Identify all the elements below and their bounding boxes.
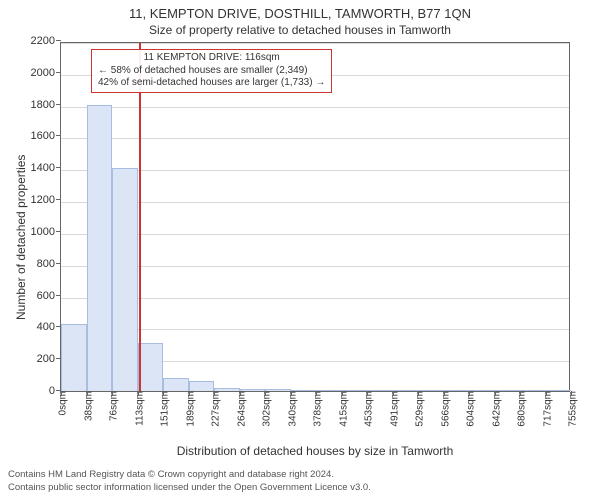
chart-container: 11, KEMPTON DRIVE, DOSTHILL, TAMWORTH, B… [0,0,600,500]
x-tick-mark [546,391,547,396]
gridline [61,107,569,108]
x-tick-label: 604sqm [462,391,477,427]
x-tick-mark [316,391,317,396]
x-tick-label: 680sqm [513,391,528,427]
y-tick-mark [56,167,61,168]
x-tick-mark [444,391,445,396]
y-tick-label: 2200 [31,35,61,47]
y-tick-label: 1200 [31,194,61,206]
x-tick-label: 717sqm [538,391,553,427]
histogram-bar [163,378,189,391]
annotation-line: 11 KEMPTON DRIVE: 116sqm [98,52,325,65]
y-tick-label: 600 [37,290,61,302]
x-tick-mark [571,391,572,396]
x-tick-label: 491sqm [385,391,400,427]
y-tick-mark [56,104,61,105]
y-tick-label: 200 [37,353,61,365]
x-tick-mark [418,391,419,396]
annotation-line: 42% of semi-detached houses are larger (… [98,77,325,90]
y-tick-mark [56,135,61,136]
x-tick-mark [393,391,394,396]
y-tick-label: 2000 [31,67,61,79]
x-tick-mark [342,391,343,396]
footer-line: Contains HM Land Registry data © Crown c… [8,469,371,481]
annotation-box: 11 KEMPTON DRIVE: 116sqm← 58% of detache… [91,49,332,93]
x-tick-mark [265,391,266,396]
y-axis-title: Number of detached properties [14,155,28,320]
y-tick-label: 400 [37,321,61,333]
x-tick-mark [367,391,368,396]
x-tick-label: 189sqm [181,391,196,427]
x-tick-label: 415sqm [334,391,349,427]
histogram-bar [61,324,87,391]
footer-line: Contains public sector information licen… [8,482,371,494]
x-tick-mark [138,391,139,396]
chart-title: 11, KEMPTON DRIVE, DOSTHILL, TAMWORTH, B… [0,0,600,21]
x-tick-mark [240,391,241,396]
y-tick-label: 1600 [31,130,61,142]
y-tick-mark [56,72,61,73]
y-tick-label: 1000 [31,226,61,238]
y-tick-mark [56,263,61,264]
x-tick-label: 227sqm [207,391,222,427]
x-tick-label: 642sqm [487,391,502,427]
x-tick-mark [189,391,190,396]
x-tick-label: 340sqm [283,391,298,427]
x-tick-label: 151sqm [156,391,171,427]
x-tick-mark [291,391,292,396]
histogram-bar [189,381,215,391]
y-tick-mark [56,295,61,296]
y-tick-mark [56,199,61,200]
x-tick-label: 302sqm [258,391,273,427]
y-tick-mark [56,40,61,41]
histogram-bar [112,168,138,391]
x-tick-label: 113sqm [130,391,145,426]
x-tick-label: 755sqm [564,391,579,427]
plot-area: 0200400600800100012001400160018002000220… [60,42,570,392]
gridline [61,138,569,139]
x-tick-label: 529sqm [411,391,426,427]
gridline [61,43,569,44]
y-tick-label: 1800 [31,99,61,111]
histogram-bar [138,343,164,391]
x-tick-mark [61,391,62,396]
reference-line [139,43,141,391]
x-tick-mark [469,391,470,396]
y-tick-mark [56,231,61,232]
x-tick-mark [495,391,496,396]
x-tick-label: 378sqm [309,391,324,427]
footer-attribution: Contains HM Land Registry data © Crown c… [8,469,371,494]
x-tick-mark [87,391,88,396]
y-tick-label: 800 [37,258,61,270]
x-tick-mark [520,391,521,396]
x-tick-mark [163,391,164,396]
x-tick-mark [112,391,113,396]
x-tick-label: 264sqm [232,391,247,427]
histogram-bar [87,105,113,391]
x-tick-label: 453sqm [360,391,375,427]
x-tick-mark [214,391,215,396]
chart-subtitle: Size of property relative to detached ho… [0,23,600,37]
y-tick-label: 1400 [31,162,61,174]
x-tick-label: 566sqm [436,391,451,427]
annotation-line: ← 58% of detached houses are smaller (2,… [98,65,325,78]
x-axis-title: Distribution of detached houses by size … [60,444,570,458]
